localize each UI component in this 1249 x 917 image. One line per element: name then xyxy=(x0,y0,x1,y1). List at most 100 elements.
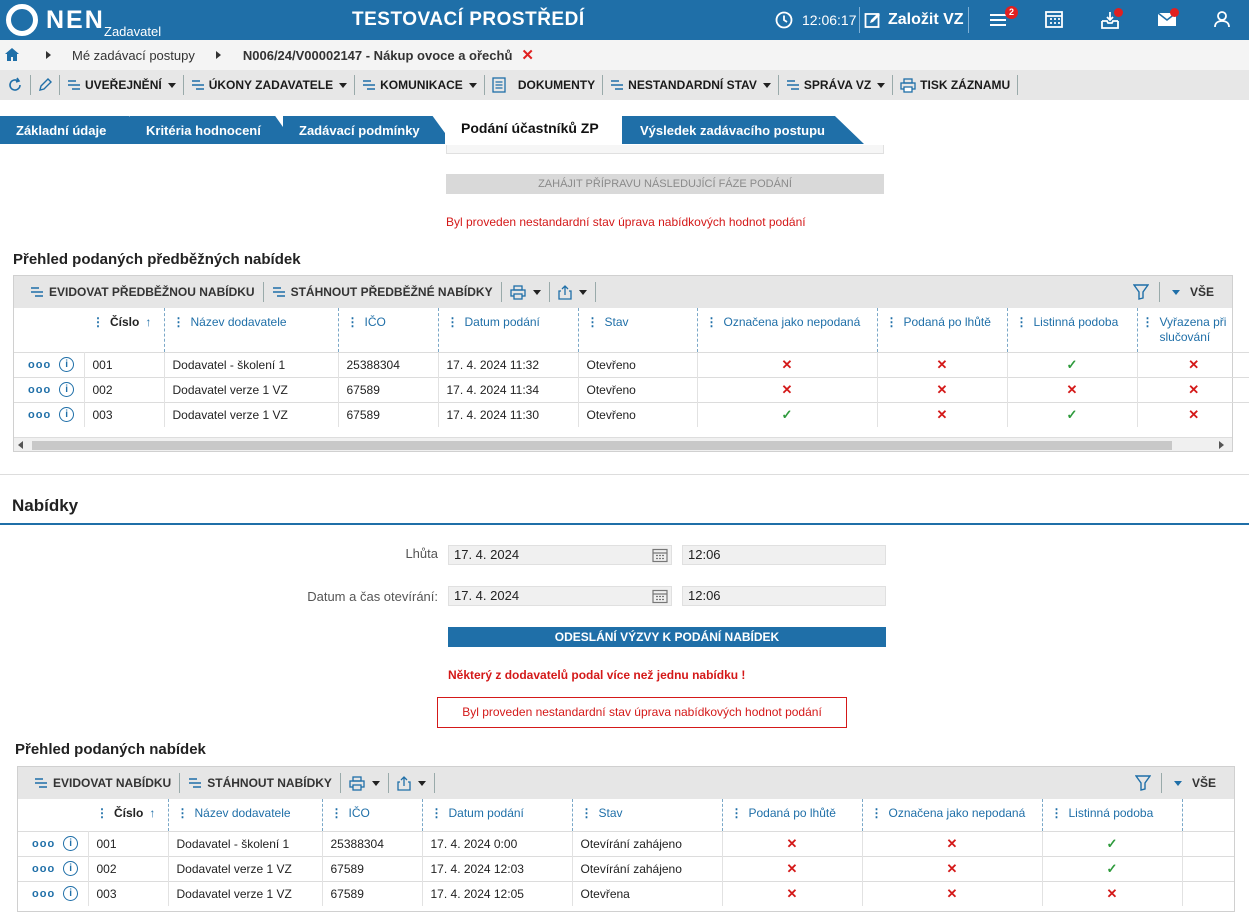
new-vz-button[interactable]: Založit VZ xyxy=(864,9,964,31)
calendar-icon[interactable] xyxy=(652,548,668,563)
breadcrumb-arrow-icon xyxy=(215,51,221,59)
cell-datum: 17. 4. 2024 11:32 xyxy=(438,351,579,377)
scroll-right-arrow-icon[interactable] xyxy=(1219,441,1224,449)
tab-label: Výsledek zadávacího postupu xyxy=(640,123,825,138)
uverejneni-menu[interactable]: UVEŘEJNĚNÍ xyxy=(60,75,183,95)
info-icon[interactable]: i xyxy=(59,407,75,423)
scroll-left-arrow-icon[interactable] xyxy=(18,441,23,449)
info-icon[interactable]: i xyxy=(59,382,75,397)
tab-podani-ucastniku[interactable]: Podání účastníků ZP xyxy=(445,110,625,144)
row-actions-icon[interactable]: ooo xyxy=(28,358,52,371)
sprava-vz-menu[interactable]: SPRÁVA VZ xyxy=(779,75,892,95)
dokumenty-button[interactable]: DOKUMENTY xyxy=(485,75,602,95)
tab-vysledek[interactable]: Výsledek zadávacího postupu xyxy=(622,116,864,144)
filter-icon[interactable] xyxy=(1132,284,1149,300)
col-listinna[interactable]: ⋮ Listinná podoba xyxy=(1007,308,1138,352)
table-row[interactable]: ooo i 002 Dodavatel verze 1 VZ 67589 17. … xyxy=(14,376,1249,402)
view-caret-icon[interactable] xyxy=(1171,289,1180,295)
table-row[interactable]: ooo i 002 Dodavatel verze 1 VZ 67589 17. … xyxy=(18,855,1234,881)
table-row[interactable]: ooo i 001 Dodavatel - školení 1 25388304 … xyxy=(18,830,1234,856)
export-menu-button[interactable] xyxy=(550,282,595,302)
col-nazev[interactable]: ⋮ Název dodavatele xyxy=(164,308,339,352)
komunikace-menu[interactable]: KOMUNIKACE xyxy=(355,75,484,95)
calendar-icon[interactable] xyxy=(1045,10,1063,28)
col-cislo[interactable]: ⋮ Číslo ↑ xyxy=(88,799,169,831)
col-nepodana[interactable]: ⋮ Označena jako nepodaná xyxy=(862,799,1043,831)
table-row[interactable]: ooo i 001 Dodavatel - školení 1 25388304 … xyxy=(14,351,1249,377)
cell-nazev: Dodavatel verze 1 VZ xyxy=(164,376,339,402)
export-menu-button[interactable] xyxy=(389,773,434,793)
col-po-lhute[interactable]: ⋮ Podaná po lhůtě xyxy=(877,308,1008,352)
info-icon[interactable]: i xyxy=(63,836,79,851)
tab-zakladni-udaje[interactable]: Základní údaje xyxy=(0,116,147,144)
close-procedure-icon[interactable]: ✕ xyxy=(521,47,534,64)
tab-label: Podání účastníků ZP xyxy=(461,120,599,136)
tab-zadavaci-podminky[interactable]: Zadávací podmínky xyxy=(283,116,453,144)
user-icon[interactable] xyxy=(1213,10,1231,28)
col-cislo[interactable]: ⋮ Číslo ↑ xyxy=(84,308,165,352)
breadcrumb-my-procedures[interactable]: Mé zadávací postupy xyxy=(72,47,195,63)
col-ico[interactable]: ⋮ IČO xyxy=(338,308,439,352)
col-stav[interactable]: ⋮ Stav xyxy=(572,799,723,831)
view-caret-icon[interactable] xyxy=(1173,780,1182,786)
caret-down-icon xyxy=(468,82,477,88)
scroll-thumb[interactable] xyxy=(32,441,1172,450)
info-icon[interactable]: i xyxy=(59,357,75,372)
col-po-lhute[interactable]: ⋮ Podaná po lhůtě xyxy=(722,799,863,831)
col-listinna[interactable]: ⋮ Listinná podoba xyxy=(1042,799,1183,831)
notification-badge: 2 xyxy=(1005,6,1018,19)
col-ico[interactable]: ⋮ IČO xyxy=(322,799,423,831)
row-actions-icon[interactable]: ooo xyxy=(32,837,56,850)
col-datum[interactable]: ⋮ Datum podání xyxy=(438,308,579,352)
col-label: Označena jako nepodaná xyxy=(888,806,1026,820)
send-invitation-button[interactable]: ODESLÁNÍ VÝZVY K PODÁNÍ NABÍDEK xyxy=(448,627,886,647)
col-datum[interactable]: ⋮ Datum podání xyxy=(422,799,573,831)
print-menu-button[interactable] xyxy=(341,773,388,793)
cell-datum: 17. 4. 2024 11:34 xyxy=(438,376,579,402)
col-nepodana[interactable]: ⋮ Označena jako nepodaná xyxy=(697,308,878,352)
inbox-icon[interactable] xyxy=(1100,10,1120,30)
col-vyrazena[interactable]: ⋮ Vyřazena při slučování xyxy=(1137,308,1249,352)
edit-button[interactable] xyxy=(31,75,59,95)
col-nazev[interactable]: ⋮ Název dodavatele xyxy=(168,799,323,831)
home-icon[interactable] xyxy=(5,48,19,61)
info-icon[interactable]: i xyxy=(63,861,79,876)
col-stav[interactable]: ⋮ Stav xyxy=(578,308,698,352)
evidovat-predbezna-button[interactable]: EVIDOVAT PŘEDBĚŽNOU NABÍDKU xyxy=(14,282,263,302)
row-actions-icon[interactable]: ooo xyxy=(32,887,56,900)
evidovat-nabidku-button[interactable]: EVIDOVAT NABÍDKU xyxy=(18,773,179,793)
tisk-zaznamu-button[interactable]: TISK ZÁZNAMU xyxy=(893,75,1017,95)
lines-icon xyxy=(30,285,44,299)
nen-logo-icon[interactable] xyxy=(6,4,38,36)
table-row[interactable]: ooo i 003 Dodavatel verze 1 VZ 67589 17. … xyxy=(18,880,1234,906)
info-icon[interactable]: i xyxy=(63,886,79,902)
nestandardni-stav-menu[interactable]: NESTANDARDNÍ STAV xyxy=(603,75,778,95)
menu-list-icon[interactable] xyxy=(989,10,1009,30)
row-actions-icon[interactable]: ooo xyxy=(28,408,52,421)
edit-icon xyxy=(864,11,882,29)
horizontal-scrollbar[interactable] xyxy=(14,437,1232,451)
stahnout-nabidky-button[interactable]: STÁHNOUT NABÍDKY xyxy=(180,773,340,793)
cell-nazev: Dodavatel verze 1 VZ xyxy=(168,855,323,881)
table-row[interactable]: ooo i 003 Dodavatel verze 1 VZ 67589 17. … xyxy=(14,401,1249,427)
stahnout-predbezne-button[interactable]: STÁHNOUT PŘEDBĚŽNÉ NABÍDKY xyxy=(264,282,501,302)
print-menu-button[interactable] xyxy=(502,282,549,302)
opening-time-field[interactable]: 12:06 xyxy=(682,586,886,606)
view-all-label[interactable]: VŠE xyxy=(1191,776,1216,790)
view-all-label[interactable]: VŠE xyxy=(1189,285,1214,299)
filter-icon[interactable] xyxy=(1134,775,1151,791)
row-actions-icon[interactable]: ooo xyxy=(32,862,56,875)
calendar-icon[interactable] xyxy=(652,589,668,604)
row-actions-icon[interactable]: ooo xyxy=(28,383,52,396)
opening-date-field[interactable]: 17. 4. 2024 xyxy=(448,586,672,606)
prepare-next-phase-button[interactable]: ZAHÁJIT PŘÍPRAVU NÁSLEDUJÍCÍ FÁZE PODÁNÍ xyxy=(446,174,884,194)
ukony-menu[interactable]: ÚKONY ZADAVATELE xyxy=(184,75,354,95)
logo-text[interactable]: NEN xyxy=(46,6,105,34)
refresh-button[interactable] xyxy=(0,75,30,95)
offers-grid: EVIDOVAT NABÍDKU STÁHNOUT NABÍDKY VŠE ⋮ Č… xyxy=(17,766,1235,912)
deadline-time-field[interactable]: 12:06 xyxy=(682,545,886,565)
deadline-date-field[interactable]: 17. 4. 2024 xyxy=(448,545,672,565)
tab-kriteria-hodnoceni[interactable]: Kritéria hodnocení xyxy=(130,116,295,144)
check-icon: ✓ xyxy=(1106,835,1118,851)
breadcrumb-current-procedure[interactable]: N006/24/V00002147 - Nákup ovoce a ořechů xyxy=(242,47,513,63)
